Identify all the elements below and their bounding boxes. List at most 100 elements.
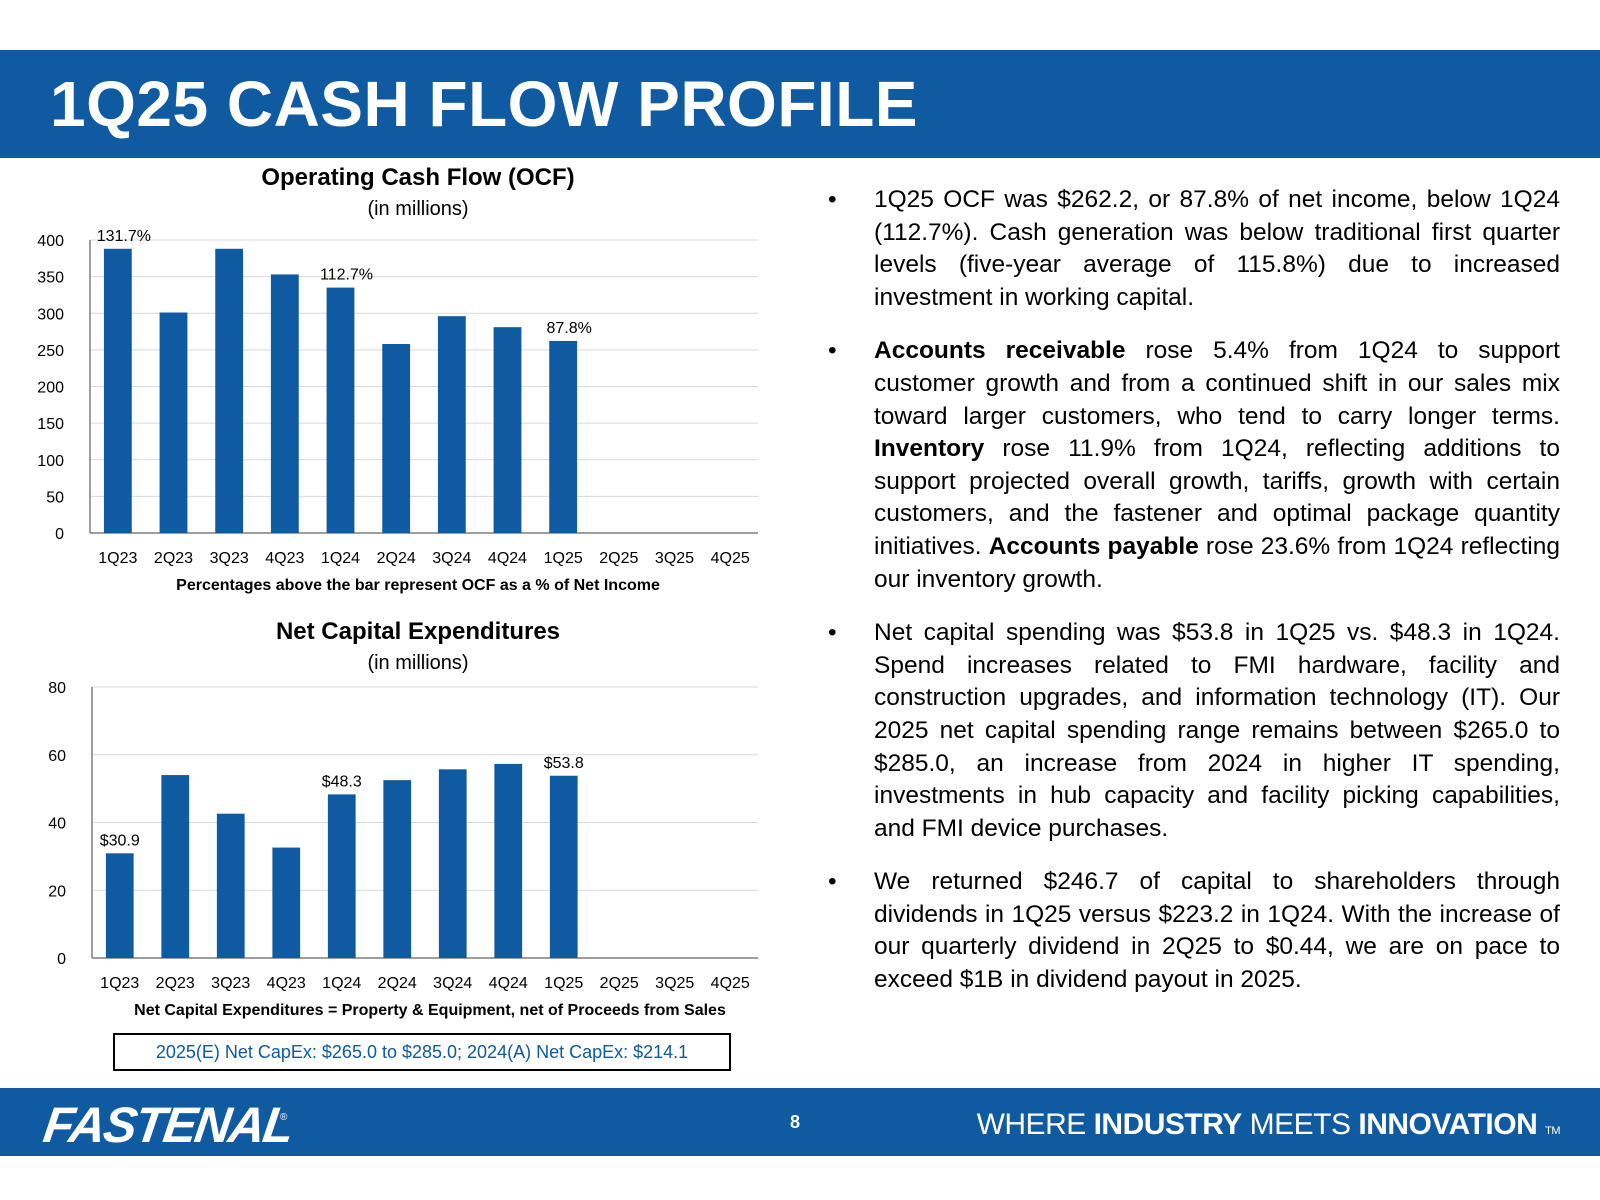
x-tick-label: 4Q25 [711, 975, 750, 992]
data-label: $30.9 [100, 832, 140, 849]
x-tick-label: 3Q23 [210, 550, 249, 567]
bullet-dot: • [828, 868, 837, 896]
x-tick-label: 3Q25 [655, 975, 694, 992]
ocf-chart-plot: 0 50 100 150 200 250 300 350 400 131.7% 1Q23 2Q23 3Q… [37, 228, 758, 567]
bar [382, 344, 411, 533]
y-tick-label: 0 [57, 951, 66, 968]
data-label: $48.3 [322, 773, 362, 790]
y-tick-label: 400 [37, 233, 64, 250]
bar [549, 775, 578, 958]
tagline-word: INNOVATION [1358, 1108, 1538, 1141]
x-tick-label: 1Q23 [98, 550, 137, 567]
commentary-bullets: • 1Q25 OCF was $262.2, or 87.8% of net i… [818, 184, 1560, 1018]
bullet-inventory-label: Inventory [874, 435, 985, 463]
bar [494, 763, 523, 958]
bar [437, 316, 466, 533]
x-tick-label: 4Q25 [711, 550, 750, 567]
x-tick-label: 1Q24 [322, 975, 361, 992]
y-tick-label: 200 [37, 380, 64, 397]
ocf-chart: Operating Cash Flow (OCF) (in millions) … [0, 162, 780, 602]
bullet-ocf-text: 1Q25 OCF was $262.2, or 87.8% of net inc… [874, 186, 1560, 311]
tagline-word: WHERE [976, 1108, 1087, 1141]
bullet-ar-label: Accounts receivable [874, 337, 1126, 365]
footer-band [0, 1088, 1600, 1156]
y-tick-label: 60 [48, 748, 66, 765]
bullet-dividends: • We returned $246.7 of capital to share… [818, 866, 1560, 996]
x-tick-label: 4Q23 [267, 975, 306, 992]
bullet-working-capital: • Accounts receivable rose 5.4% from 1Q2… [818, 335, 1560, 596]
bullet-dot: • [828, 186, 837, 213]
bar [383, 780, 412, 958]
bullet-ap-text: rose 23.6% from 1Q24 reflecting our inve… [874, 532, 1560, 593]
y-tick-label: 350 [37, 270, 64, 287]
registered-mark: ® [280, 1112, 288, 1123]
x-tick-label: 2Q25 [599, 550, 638, 567]
page-number: 8 [790, 1112, 801, 1132]
x-tick-label: 4Q24 [489, 975, 528, 992]
x-tick-label: 2Q23 [156, 975, 195, 992]
x-tick-label: 3Q24 [432, 550, 471, 567]
ocf-chart-footnote: Percentages above the bar represent OCF … [176, 577, 660, 594]
bullet-inventory-text: rose 11.9% from 1Q24, reflecting additio… [874, 435, 1560, 560]
bar [105, 853, 134, 958]
bar [215, 248, 244, 533]
tagline: WHERE INDUSTRY MEETS INNOVATION TM [976, 1108, 1561, 1142]
x-tick-label: 1Q25 [544, 550, 583, 567]
bar [159, 312, 188, 533]
x-tick-label: 1Q23 [100, 975, 139, 992]
x-tick-label: 2Q25 [600, 975, 639, 992]
y-tick-label: 300 [37, 306, 64, 323]
trademark-mark: TM [1545, 1125, 1560, 1137]
page-title: 1Q25 CASH FLOW PROFILE [50, 68, 918, 140]
bullet-capex-text: Net capital spending was $53.8 in 1Q25 v… [874, 619, 1560, 842]
y-tick-label: 50 [46, 489, 64, 506]
capex-chart-plot: 0 20 40 60 80 $30.9 1Q23 2Q23 3Q23 4Q23 $48.3 1Q24 2… [48, 680, 758, 992]
tagline-word: MEETS [1249, 1108, 1351, 1141]
bullet-dividends-text: We returned $246.7 of capital to shareho… [874, 868, 1560, 994]
bar [493, 327, 522, 533]
bar [438, 769, 467, 958]
bar [103, 248, 132, 533]
data-label: 87.8% [546, 320, 591, 337]
data-label: 112.7% [320, 267, 373, 284]
x-tick-label: 4Q24 [488, 550, 527, 567]
bullet-dot: • [828, 619, 837, 647]
x-tick-label: 1Q24 [321, 550, 360, 567]
y-tick-label: 100 [37, 453, 64, 470]
tagline-word: INDUSTRY [1093, 1108, 1243, 1141]
x-tick-label: 4Q23 [265, 550, 304, 567]
data-label: 131.7% [97, 228, 151, 245]
bullet-ocf: • 1Q25 OCF was $262.2, or 87.8% of net i… [818, 184, 1560, 314]
bar [326, 287, 355, 533]
x-tick-label: 3Q25 [655, 550, 694, 567]
x-tick-label: 3Q23 [211, 975, 250, 992]
capex-chart-title: Net Capital Expenditures [275, 618, 561, 645]
bullet-ap-label: Accounts payable [988, 532, 1199, 560]
y-tick-label: 40 [48, 816, 66, 833]
capex-chart: Net Capital Expenditures (in millions) 0… [0, 616, 780, 1026]
data-label: $53.8 [544, 755, 584, 772]
y-tick-label: 20 [48, 883, 66, 900]
x-tick-label: 2Q23 [154, 550, 193, 567]
y-tick-label: 80 [48, 680, 66, 697]
bar [161, 775, 190, 958]
bullet-capex: • Net capital spending was $53.8 in 1Q25… [818, 617, 1560, 845]
x-tick-label: 3Q24 [433, 975, 472, 992]
bar [549, 340, 578, 533]
y-tick-label: 0 [55, 526, 64, 543]
bar [270, 274, 299, 533]
ocf-chart-title: Operating Cash Flow (OCF) [261, 164, 575, 191]
capex-chart-subtitle: (in millions) [367, 652, 469, 674]
fastenal-logo: FASTENAL [40, 1097, 296, 1153]
bar [327, 794, 356, 958]
bar [272, 847, 301, 958]
x-tick-label: 1Q25 [544, 975, 583, 992]
y-tick-label: 150 [37, 416, 64, 433]
capex-estimate-box: 2025(E) Net CapEx: $265.0 to $285.0; 202… [113, 1033, 731, 1071]
title-band [0, 50, 1600, 158]
ocf-chart-subtitle: (in millions) [367, 198, 469, 220]
x-tick-label: 2Q24 [378, 975, 417, 992]
x-tick-label: 2Q24 [377, 550, 416, 567]
bullet-dot: • [828, 337, 837, 365]
y-tick-label: 250 [37, 343, 64, 360]
